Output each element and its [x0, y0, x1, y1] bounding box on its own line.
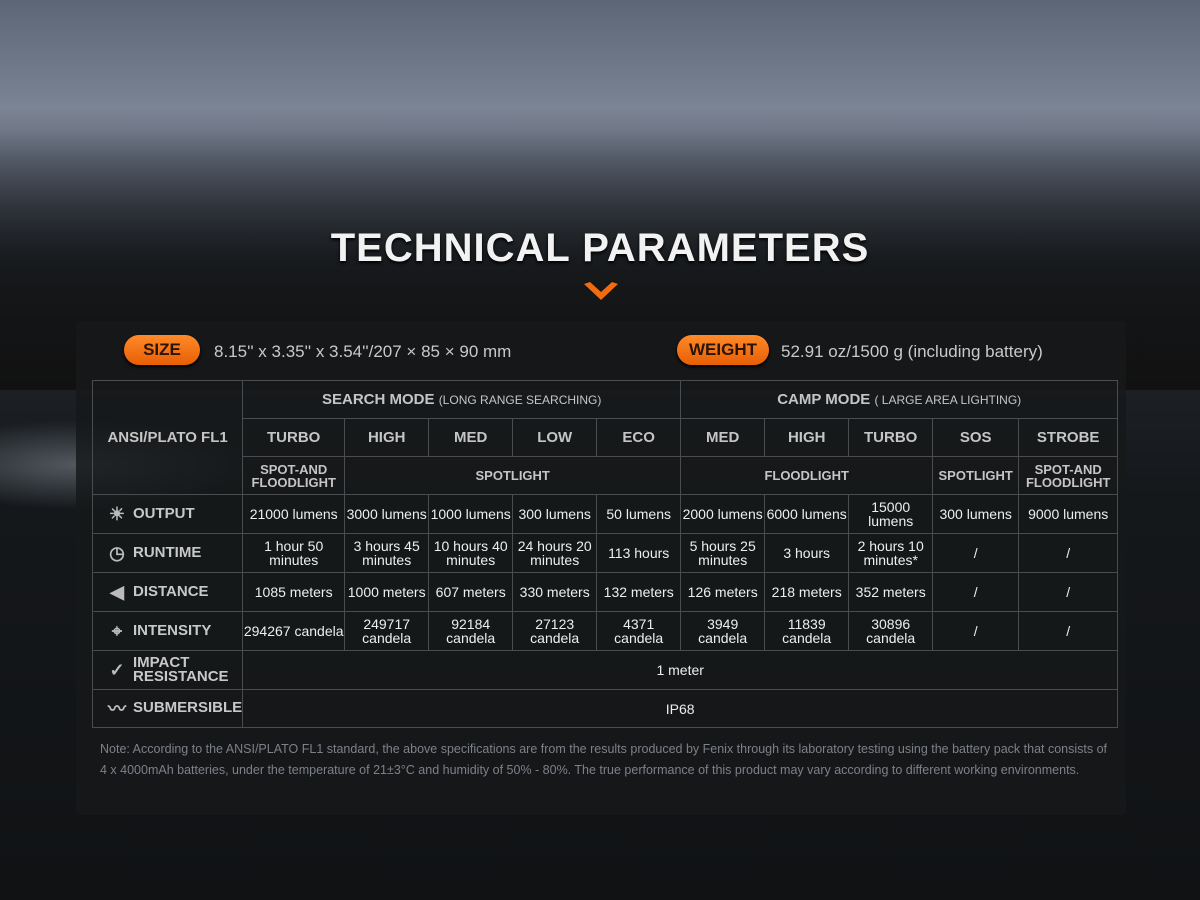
table-cell: 132 meters — [596, 572, 682, 612]
submersible-value: IP68 — [242, 689, 1119, 728]
mode-header: TURBO — [242, 418, 346, 457]
mode-header: MED — [428, 418, 514, 457]
table-cell: 2000 lumens — [680, 494, 766, 534]
table-cell: / — [932, 611, 1020, 651]
table-cell: 3000 lumens — [344, 494, 430, 534]
table-row: ✓ IMPACT RESISTANCE 1 meter — [91, 650, 1119, 690]
mode-header: HIGH — [764, 418, 850, 457]
beam-type: SPOT-AND FLOODLIGHT — [242, 456, 346, 495]
table-cell: 113 hours — [596, 533, 682, 573]
table-row: ⌖ INTENSITY 294267 candela 249717 candela 92… — [91, 611, 1119, 651]
table-cell: 330 meters — [512, 572, 598, 612]
table-cell: 30896 candela — [848, 611, 934, 651]
table-cell: 11839 candela — [764, 611, 850, 651]
table-cell: 3949 candela — [680, 611, 766, 651]
crosshair-icon: ⌖ — [111, 621, 123, 642]
beam-type: SPOT-AND FLOODLIGHT — [1018, 456, 1119, 495]
mode-header: STROBE — [1018, 418, 1119, 457]
table-cell: / — [932, 533, 1020, 573]
weight-badge: WEIGHT — [677, 335, 769, 365]
water-wave-icon: 〰 — [108, 698, 126, 719]
table-cell: 126 meters — [680, 572, 766, 612]
table-cell: 218 meters — [764, 572, 850, 612]
footnote: Note: According to the ANSI/PLATO FL1 st… — [100, 742, 1108, 777]
table-cell: 352 meters — [848, 572, 934, 612]
mode-header: ECO — [596, 418, 682, 457]
table-cell: 607 meters — [428, 572, 514, 612]
table-cell: / — [1018, 533, 1119, 573]
table-cell: 6000 lumens — [764, 494, 850, 534]
table-cell: 5 hours 25 minutes — [680, 533, 766, 573]
impact-check-icon: ✓ — [109, 660, 125, 680]
size-value: 8.15'' x 3.35'' x 3.54''/207 × 85 × 90 m… — [214, 342, 512, 361]
table-cell: 15000 lumens — [848, 494, 934, 534]
table-cell: 10 hours 40 minutes — [428, 533, 514, 573]
mode-header: SOS — [932, 418, 1020, 457]
table-row: ☀ OUTPUT 21000 lumens 3000 lumens 1000 lumen… — [91, 494, 1119, 534]
table-cell: 249717 candela — [344, 611, 430, 651]
table-cell: 1000 lumens — [428, 494, 514, 534]
table-cell: 3 hours 45 minutes — [344, 533, 430, 573]
table-cell: 300 lumens — [932, 494, 1020, 534]
table-cell: 50 lumens — [596, 494, 682, 534]
table-cell: 1000 meters — [344, 572, 430, 612]
modes-row: TURBO HIGH MED LOW ECO MED HIGH TURBO SOS STROBE — [93, 418, 1119, 457]
table-row: ◀ DISTANCE 1085 meters 1000 meters 607 meter… — [91, 572, 1119, 612]
table-cell: 2 hours 10 minutes* — [848, 533, 934, 573]
table-cell: 24 hours 20 minutes — [512, 533, 598, 573]
corner-header: ANSI/PLATO FL1 — [91, 380, 244, 495]
table-cell: 1 hour 50 minutes — [242, 533, 346, 573]
row-label: OUTPUT — [133, 505, 195, 523]
row-label: INTENSITY — [133, 622, 212, 640]
table-cell: 4371 candela — [596, 611, 682, 651]
clock-icon: ◷ — [109, 543, 125, 564]
table-row: 〰 SUBMERSIBLE IP68 — [91, 689, 1119, 728]
chevron-down-icon — [584, 282, 618, 300]
page-title: TECHNICAL PARAMETERS — [330, 226, 870, 270]
table-cell: 3 hours — [764, 533, 850, 573]
beams-row: SPOT-AND FLOODLIGHT SPOTLIGHT FLOODLIGHT… — [93, 456, 1119, 495]
beam-type: SPOTLIGHT — [344, 456, 682, 495]
spec-panel: SIZE 8.15'' x 3.35'' x 3.54''/207 × 85 ×… — [76, 321, 1126, 815]
mode-header: HIGH — [344, 418, 430, 457]
output-rays-icon: ☀ — [108, 504, 126, 525]
beam-type: SPOTLIGHT — [932, 456, 1020, 495]
table-cell: / — [1018, 572, 1119, 612]
weight-value: 52.91 oz/1500 g (including battery) — [781, 342, 1043, 361]
spec-table: ANSI/PLATO FL1 SEARCH MODE (LONG RANGE S… — [91, 380, 1119, 728]
search-mode-header: SEARCH MODE (LONG RANGE SEARCHING) — [242, 380, 682, 419]
beam-type: FLOODLIGHT — [680, 456, 934, 495]
mode-header: TURBO — [848, 418, 934, 457]
size-badge: SIZE — [124, 335, 200, 365]
table-cell: 300 lumens — [512, 494, 598, 534]
table-cell: 9000 lumens — [1018, 494, 1119, 534]
table-cell: / — [932, 572, 1020, 612]
table-cell: 294267 candela — [242, 611, 346, 651]
table-cell: 92184 candela — [428, 611, 514, 651]
table-cell: / — [1018, 611, 1119, 651]
table-cell: 1085 meters — [242, 572, 346, 612]
camp-mode-header: CAMP MODE ( LARGE AREA LIGHTING) — [680, 380, 1119, 419]
row-label: RUNTIME — [133, 544, 202, 562]
row-label: DISTANCE — [133, 583, 209, 601]
mode-header: LOW — [512, 418, 598, 457]
mode-header: MED — [680, 418, 766, 457]
table-cell: 21000 lumens — [242, 494, 346, 534]
table-cell: 27123 candela — [512, 611, 598, 651]
beam-distance-icon: ◀ — [110, 582, 124, 603]
impact-value: 1 meter — [242, 650, 1119, 690]
table-row: ◷ RUNTIME 1 hour 50 minutes 3 hours 45 minu… — [91, 533, 1119, 573]
